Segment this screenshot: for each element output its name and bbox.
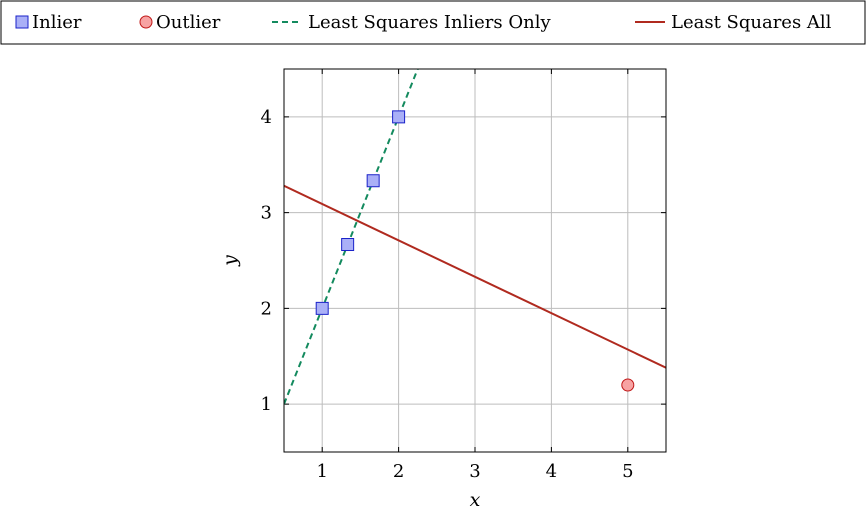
y-axis-label: y: [219, 255, 241, 267]
legend-outlier-symbol: [139, 15, 153, 29]
x-tick-label: 2: [393, 461, 404, 482]
inlier-point: [341, 238, 355, 252]
x-tick-label: 1: [316, 461, 327, 482]
inlier-point: [315, 301, 329, 315]
y-tick-label: 3: [261, 203, 272, 224]
y-tick-label: 2: [261, 298, 272, 319]
y-tick-label: 1: [261, 394, 272, 415]
legend-inlier-symbol: [15, 15, 29, 29]
least-squares-all-line: [284, 184, 666, 369]
legend: Inlier Outlier Least Squares Inliers Only L…: [0, 0, 866, 45]
outlier-point: [621, 378, 635, 392]
least-squares-inliers-line: [284, 69, 419, 405]
legend-label: Least Squares Inliers Only: [308, 12, 551, 33]
x-tick-label: 3: [469, 461, 480, 482]
x-tick-label: 4: [546, 461, 557, 482]
series-lines: [284, 69, 666, 405]
x-tick-label: 5: [622, 461, 633, 482]
y-tick-label: 4: [261, 107, 272, 128]
plot-area: 1 2 3 4 5 1 2 3 4 x y: [219, 68, 667, 511]
inlier-point: [366, 174, 380, 188]
plot-frame: [283, 68, 667, 453]
x-axis-label: x: [470, 489, 481, 511]
inlier-point: [392, 110, 406, 124]
legend-label: Inlier: [32, 12, 82, 33]
legend-label: Least Squares All: [671, 12, 832, 33]
legend-label: Outlier: [156, 12, 221, 33]
